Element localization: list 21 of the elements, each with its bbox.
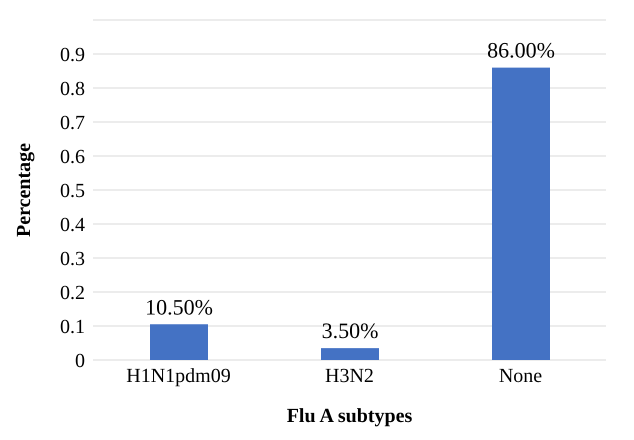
y-tick-label: 0.7 <box>60 112 85 134</box>
y-tick-label: 0 <box>75 350 85 372</box>
y-tick-label: 0.9 <box>60 44 85 66</box>
bar <box>321 348 379 360</box>
y-tick-label: 0.8 <box>60 78 85 100</box>
data-label: 3.50% <box>322 318 378 344</box>
y-tick-label: 0.4 <box>60 214 85 236</box>
y-tick-label: 0.6 <box>60 146 85 168</box>
data-label: 10.50% <box>145 294 213 320</box>
y-tick-label: 0.2 <box>60 282 85 304</box>
y-axis-title: Percentage <box>13 142 36 238</box>
x-tick-label: H1N1pdm09 <box>126 365 231 388</box>
x-tick-label: None <box>498 365 542 388</box>
y-tick-label: 0.3 <box>60 248 85 270</box>
x-axis-title: Flu A subtypes <box>286 405 413 427</box>
bar <box>492 68 550 360</box>
data-label: 86.00% <box>487 38 555 63</box>
y-tick-label: 0.1 <box>60 316 85 338</box>
bar <box>150 324 208 360</box>
y-tick-label: 0.5 <box>60 180 85 202</box>
x-tick-label: H3N2 <box>325 365 374 388</box>
